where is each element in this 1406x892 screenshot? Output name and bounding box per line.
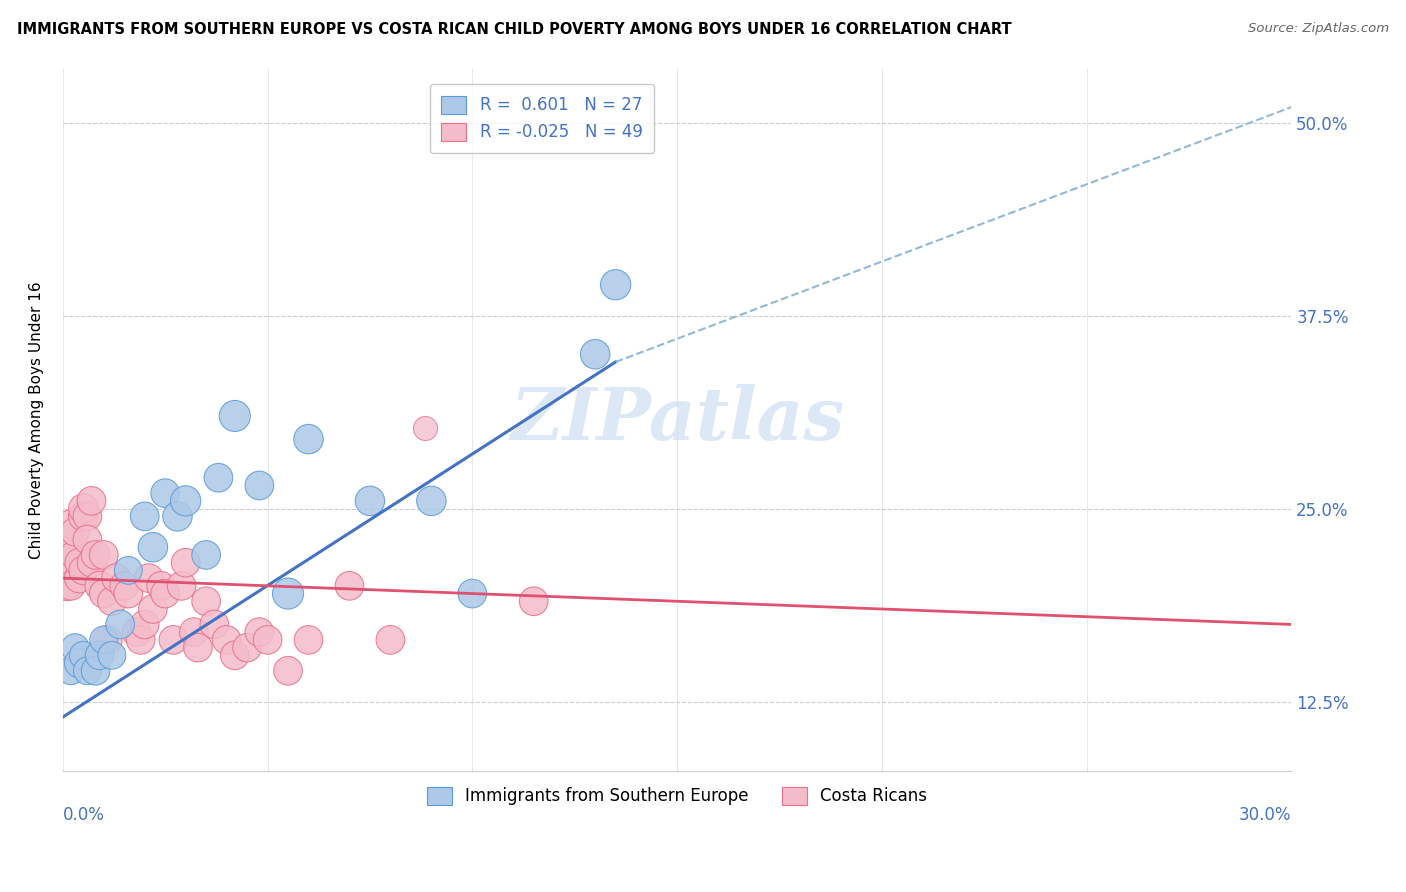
Point [105, 571, 128, 585]
Point [108, 617, 131, 632]
Point [583, 347, 606, 361]
Y-axis label: Child Poverty Among Boys Under 16: Child Poverty Among Boys Under 16 [30, 281, 44, 558]
Point [101, 648, 124, 663]
Text: Source: ZipAtlas.com: Source: ZipAtlas.com [1249, 22, 1389, 36]
Point [93, 586, 115, 600]
Point [117, 586, 139, 600]
Point [93, 548, 115, 562]
Point [297, 632, 319, 647]
Point [59, 579, 82, 593]
Point [380, 632, 402, 647]
Point [174, 494, 197, 508]
Point [72, 501, 94, 516]
Point [59, 664, 82, 678]
Point [153, 486, 176, 500]
Point [174, 556, 197, 570]
Point [125, 625, 148, 640]
Point [89, 579, 111, 593]
Point [195, 548, 218, 562]
Point [207, 471, 229, 485]
Point [339, 579, 361, 593]
Point [63, 524, 86, 539]
Point [142, 540, 165, 554]
Text: 30.0%: 30.0% [1239, 806, 1291, 824]
Point [297, 432, 319, 446]
Point [112, 579, 135, 593]
Point [72, 648, 94, 663]
Point [170, 579, 193, 593]
Point [187, 640, 209, 655]
Point [80, 556, 103, 570]
Point [461, 586, 484, 600]
Point [84, 548, 107, 562]
Point [134, 509, 156, 524]
Point [134, 617, 156, 632]
Point [67, 556, 90, 570]
Point [256, 632, 278, 647]
Point [138, 571, 160, 585]
Text: IMMIGRANTS FROM SOUTHERN EUROPE VS COSTA RICAN CHILD POVERTY AMONG BOYS UNDER 16: IMMIGRANTS FROM SOUTHERN EUROPE VS COSTA… [17, 22, 1011, 37]
Point [202, 617, 225, 632]
Point [67, 656, 90, 670]
Point [63, 548, 86, 562]
Text: ZIPatlas: ZIPatlas [510, 384, 844, 455]
Point [1260, 134, 1282, 148]
Point [195, 594, 218, 608]
Point [63, 640, 86, 655]
Point [183, 625, 205, 640]
Point [605, 277, 627, 292]
Point [76, 664, 98, 678]
Point [84, 664, 107, 678]
Point [215, 632, 238, 647]
Point [247, 625, 270, 640]
Point [93, 632, 115, 647]
Point [72, 509, 94, 524]
Point [89, 648, 111, 663]
Point [56, 548, 79, 562]
Point [247, 478, 270, 492]
Point [523, 594, 546, 608]
Point [80, 494, 103, 508]
Point [420, 494, 443, 508]
Point [224, 409, 246, 423]
Point [56, 579, 79, 593]
Point [166, 509, 188, 524]
Point [129, 632, 152, 647]
Point [277, 664, 299, 678]
Point [359, 494, 381, 508]
Legend: Immigrants from Southern Europe, Costa Ricans: Immigrants from Southern Europe, Costa R… [420, 780, 934, 812]
Point [101, 594, 124, 608]
Point [72, 563, 94, 577]
Text: 0.0%: 0.0% [63, 806, 104, 824]
Point [76, 509, 98, 524]
Point [224, 648, 246, 663]
Point [153, 586, 176, 600]
Point [76, 533, 98, 547]
Point [117, 563, 139, 577]
Point [150, 579, 173, 593]
Point [1198, 795, 1220, 809]
Point [142, 602, 165, 616]
Point [236, 640, 259, 655]
Point [67, 571, 90, 585]
Point [162, 632, 184, 647]
Point [59, 517, 82, 532]
Point [277, 586, 299, 600]
Point [97, 632, 120, 647]
